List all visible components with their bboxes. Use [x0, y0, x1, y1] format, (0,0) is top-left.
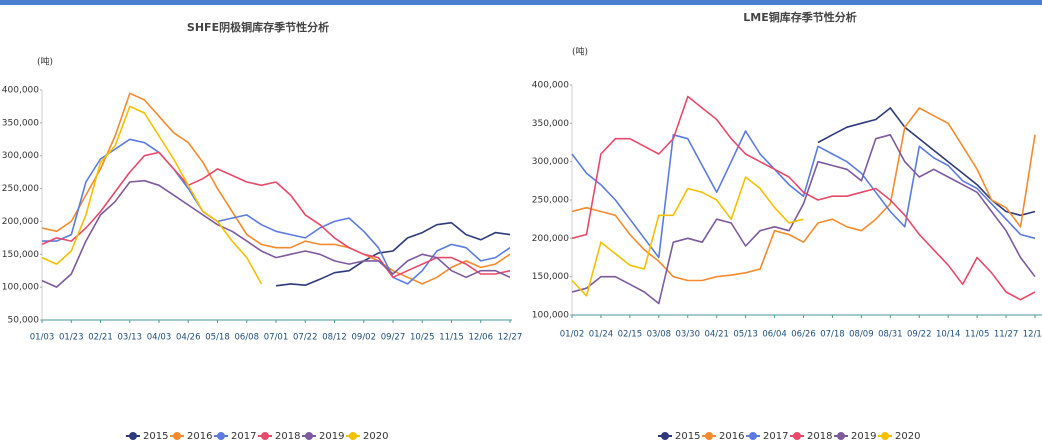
- legend-marker: [217, 432, 225, 440]
- series-line: [571, 134, 1036, 305]
- series-line: [41, 105, 263, 285]
- x-tick-label: 08/12: [322, 333, 347, 343]
- y-tick-label: 50,000: [8, 316, 40, 326]
- x-tick-label: 12/19: [1023, 330, 1042, 340]
- y-tick-label: 200,000: [2, 217, 39, 227]
- y-tick-label: 150,000: [2, 250, 39, 260]
- series-line: [41, 151, 511, 279]
- x-tick-label: 08/09: [849, 330, 874, 340]
- x-tick-label: 03/08: [647, 330, 672, 340]
- y-tick-label: 350,000: [532, 119, 569, 129]
- x-tick-label: 03/13: [118, 333, 143, 343]
- x-tick-label: 07/22: [293, 333, 318, 343]
- chart-title: LME铜库存季节性分析: [743, 10, 856, 24]
- chart-title: SHFE阴极铜库存季节性分析: [187, 20, 329, 34]
- top-bar: [0, 0, 1042, 5]
- legend-label: 2016: [719, 431, 744, 442]
- legend-marker: [129, 432, 137, 440]
- y-tick-label: 400,000: [532, 81, 569, 91]
- y-tick-label: 200,000: [532, 234, 569, 244]
- x-tick-label: 11/15: [439, 333, 464, 343]
- x-tick-label: 11/27: [994, 330, 1019, 340]
- legend-marker: [349, 432, 357, 440]
- x-tick-label: 09/02: [352, 333, 377, 343]
- legend-marker: [705, 432, 713, 440]
- x-tick-label: 09/22: [907, 330, 932, 340]
- legend-marker: [837, 432, 845, 440]
- legend-label: 2016: [187, 431, 212, 442]
- y-tick-label: 300,000: [2, 151, 39, 161]
- x-tick-label: 12/06: [469, 333, 494, 343]
- y-tick-label: 150,000: [532, 272, 569, 282]
- legend-label: 2015: [143, 431, 168, 442]
- y-tick-label: 400,000: [2, 86, 39, 96]
- y-tick-label: 350,000: [2, 118, 39, 128]
- series-line: [275, 221, 511, 287]
- x-tick-label: 01/24: [589, 330, 614, 340]
- x-tick-label: 01/23: [59, 333, 84, 343]
- legend-label: 2015: [675, 431, 700, 442]
- legend-label: 2019: [851, 431, 876, 442]
- legend-label: 2017: [763, 431, 788, 442]
- x-tick-label: 08/31: [878, 330, 903, 340]
- legend-marker: [749, 432, 757, 440]
- y-axis-unit: (吨): [572, 46, 588, 58]
- series-line: [41, 179, 511, 288]
- x-tick-label: 04/03: [147, 333, 172, 343]
- legend-label: 2017: [231, 431, 256, 442]
- y-tick-label: 100,000: [2, 283, 39, 293]
- series-line: [42, 138, 511, 285]
- x-tick-label: 02/21: [88, 333, 113, 343]
- x-tick-label: 05/18: [205, 333, 230, 343]
- legend-label: 2020: [363, 431, 388, 442]
- legend-marker: [261, 432, 269, 440]
- x-tick-label: 10/14: [936, 330, 961, 340]
- x-tick-label: 12/27: [498, 333, 523, 343]
- x-tick-label: 07/18: [820, 330, 845, 340]
- x-tick-label: 06/08: [235, 333, 260, 343]
- x-tick-label: 03/30: [676, 330, 701, 340]
- x-tick-label: 02/15: [618, 330, 643, 340]
- legend-marker: [173, 432, 181, 440]
- x-tick-label: 04/26: [176, 333, 201, 343]
- x-tick-label: 06/04: [762, 330, 787, 340]
- series-line: [817, 107, 1036, 217]
- x-tick-label: 05/13: [733, 330, 758, 340]
- x-tick-label: 07/01: [264, 333, 289, 343]
- x-tick-label: 10/25: [410, 333, 435, 343]
- legend-label: 2020: [895, 431, 920, 442]
- series-line: [571, 176, 804, 297]
- y-tick-label: 250,000: [532, 196, 569, 206]
- y-axis-unit: (吨): [37, 56, 53, 68]
- series-line: [41, 92, 511, 285]
- legend-marker: [661, 432, 669, 440]
- x-tick-label: 11/05: [965, 330, 990, 340]
- series-line: [571, 130, 1036, 259]
- legend-marker: [305, 432, 313, 440]
- legend-marker: [881, 432, 889, 440]
- legend-label: 2018: [275, 431, 300, 442]
- x-tick-label: 09/27: [381, 333, 406, 343]
- x-tick-label: 06/26: [791, 330, 816, 340]
- legend-label: 2019: [319, 431, 344, 442]
- y-tick-label: 300,000: [532, 157, 569, 167]
- legend-label: 2018: [807, 431, 832, 442]
- y-tick-label: 250,000: [2, 184, 39, 194]
- y-tick-label: 100,000: [532, 311, 569, 321]
- x-tick-label: 01/03: [30, 333, 55, 343]
- series-line: [571, 95, 1036, 301]
- legend-marker: [793, 432, 801, 440]
- x-tick-label: 04/21: [704, 330, 729, 340]
- x-tick-label: 01/02: [560, 330, 585, 340]
